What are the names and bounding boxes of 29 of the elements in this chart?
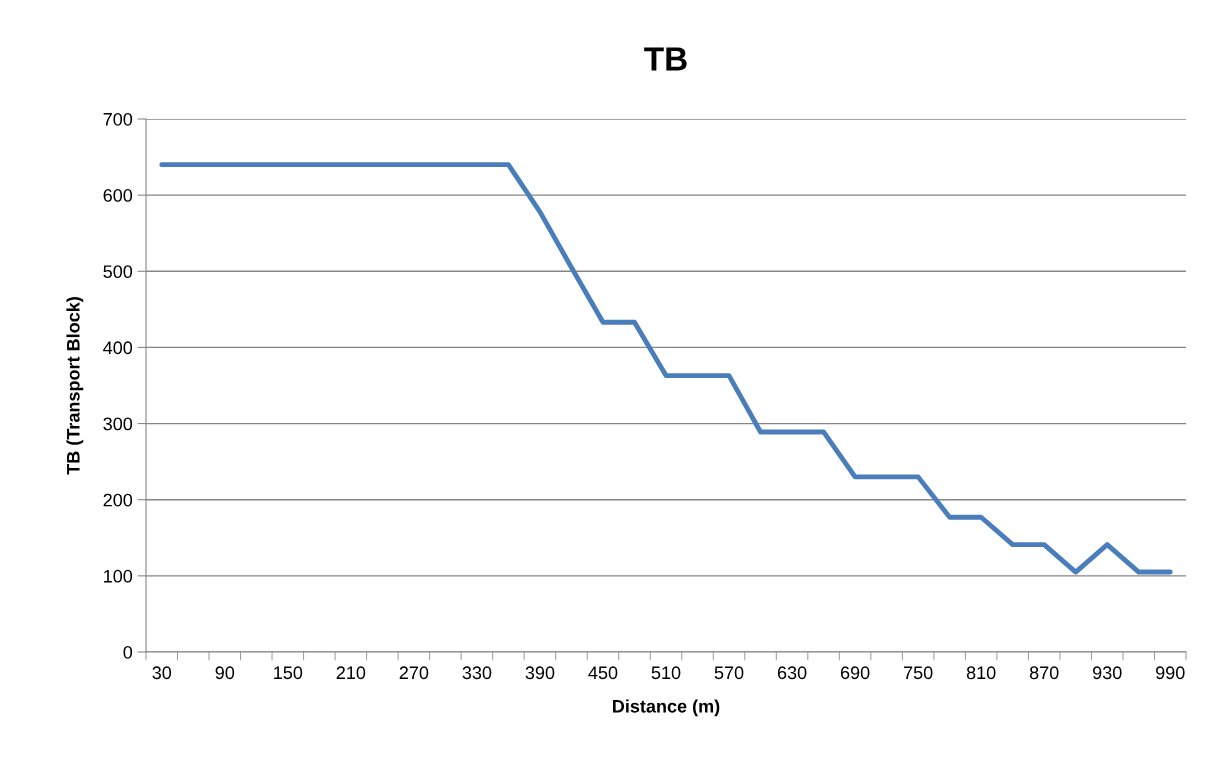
x-tick-label: 750 [903, 666, 933, 680]
y-tick-label: 400 [103, 341, 133, 355]
y-tick-label: 600 [103, 189, 133, 202]
x-tick-label: 630 [777, 666, 807, 680]
y-axis-title: TB (Transport Block) [66, 297, 84, 475]
x-tick-label: 690 [840, 666, 870, 680]
y-tick-label: 100 [104, 569, 133, 583]
x-tick-label: 390 [525, 666, 555, 680]
x-tick-label: 150 [274, 666, 303, 680]
x-tick-label: 510 [651, 666, 681, 680]
x-tick-label: 90 [215, 666, 235, 680]
y-tick-label: 500 [103, 265, 133, 279]
y-tick-label: 200 [103, 493, 133, 507]
x-tick-label: 570 [714, 666, 744, 680]
x-tick-label: 30 [152, 666, 172, 680]
x-tick-label: 990 [1156, 666, 1185, 680]
y-tick-label: 0 [123, 645, 133, 659]
x-tick-label: 210 [336, 666, 366, 680]
x-tick-label: 870 [1029, 666, 1059, 680]
x-tick-label: 270 [399, 666, 429, 680]
chart-title: TB [644, 47, 687, 71]
y-tick-label: 300 [103, 417, 133, 431]
line-series [159, 162, 1173, 575]
y-tick-label: 700 [103, 112, 133, 126]
x-axis-title: Distance (m) [613, 699, 720, 717]
x-tick-label: 450 [588, 666, 618, 680]
x-tick-label: 330 [462, 666, 492, 680]
x-tick-label: 930 [1093, 666, 1122, 680]
x-tick-label: 810 [966, 666, 996, 680]
